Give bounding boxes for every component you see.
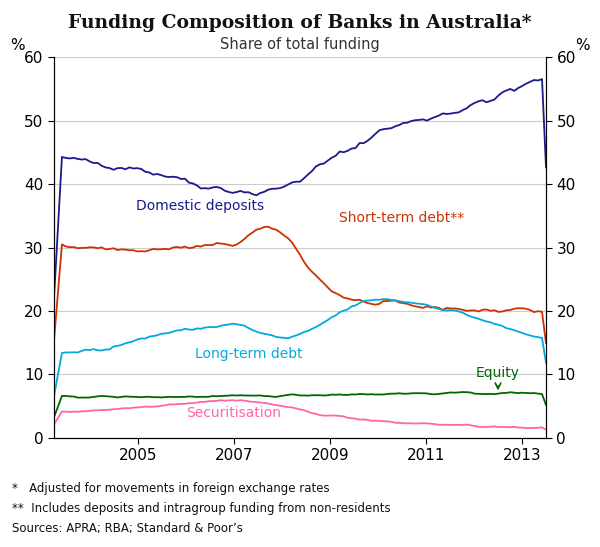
Text: Short-term debt**: Short-term debt** — [340, 211, 464, 225]
Text: *   Adjusted for movements in foreign exchange rates: * Adjusted for movements in foreign exch… — [12, 482, 329, 496]
Text: Long-term debt: Long-term debt — [194, 347, 302, 362]
Text: Domestic deposits: Domestic deposits — [136, 199, 265, 212]
Text: Equity: Equity — [476, 366, 520, 388]
Text: %: % — [575, 38, 590, 53]
Text: Funding Composition of Banks in Australia*: Funding Composition of Banks in Australi… — [68, 14, 532, 32]
Text: Securitisation: Securitisation — [187, 406, 281, 420]
Text: Sources: APRA; RBA; Standard & Poor’s: Sources: APRA; RBA; Standard & Poor’s — [12, 522, 243, 535]
Text: **  Includes deposits and intragroup funding from non-residents: ** Includes deposits and intragroup fund… — [12, 502, 391, 515]
Text: %: % — [10, 38, 25, 53]
Text: Share of total funding: Share of total funding — [220, 37, 380, 52]
